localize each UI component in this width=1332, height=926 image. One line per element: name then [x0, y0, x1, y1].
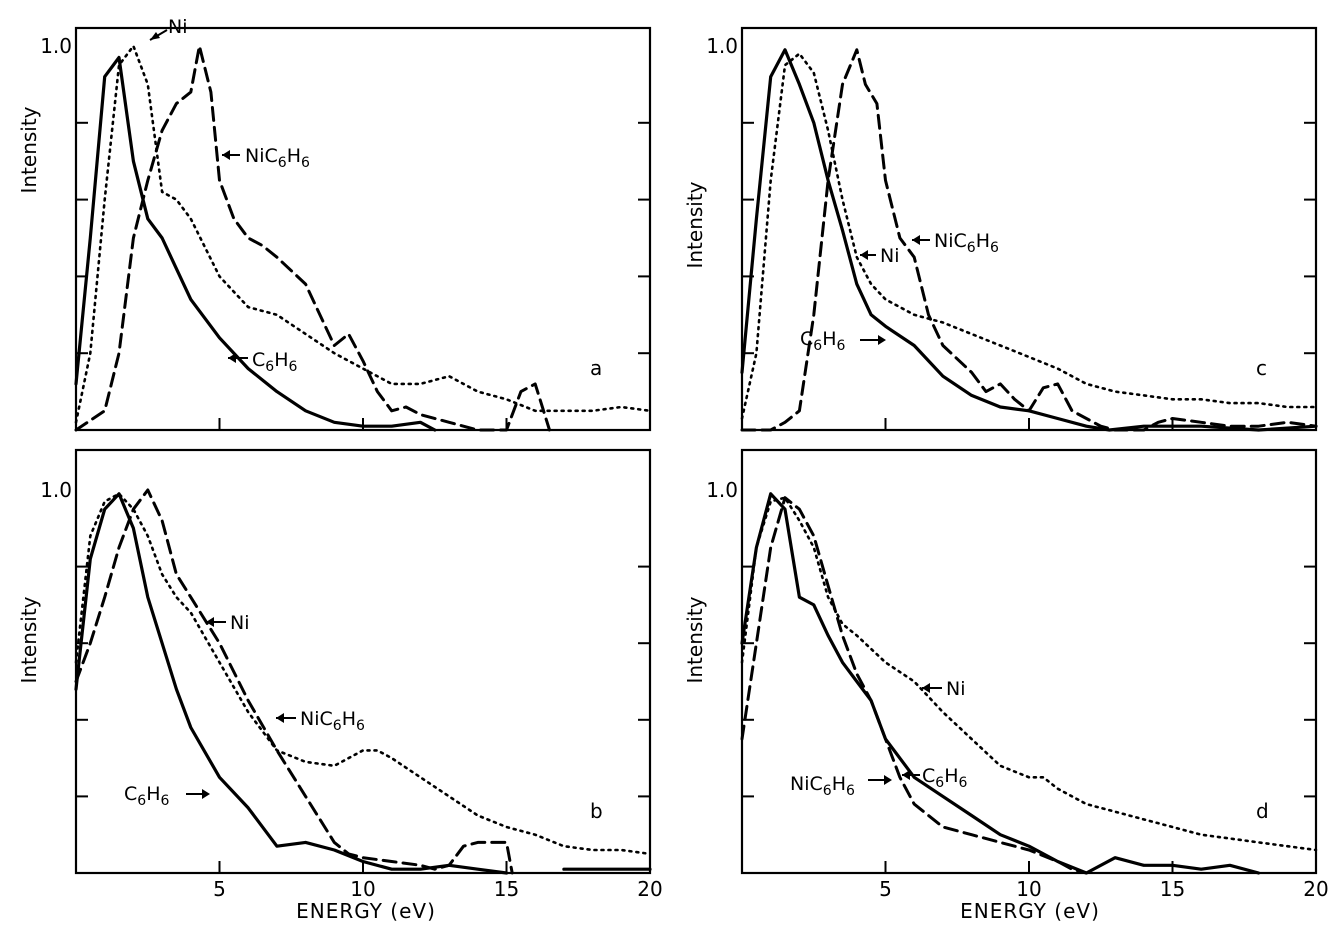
label-a-c6h6: C6H6	[252, 349, 298, 375]
series-line-d-ni	[740, 496, 1318, 852]
label-b-c6h6: C6H6	[124, 783, 170, 809]
x-tick-label-d-5: 5	[879, 877, 892, 901]
y-axis-label-top-left: Intensity	[17, 106, 41, 193]
annotation-d-nic6h6: NiC6H6	[790, 773, 892, 799]
panel-a: 1.0 a	[40, 26, 652, 432]
annotation-d-c6h6: C6H6	[902, 765, 968, 791]
annotation-a-c6h6: C6H6	[228, 349, 298, 375]
series-line-b-c6h6	[74, 492, 509, 875]
svg-text:Ni: Ni	[168, 16, 188, 38]
panel-c: 1.0 c	[706, 26, 1318, 432]
series-line-c-ni	[740, 52, 1318, 420]
x-tick-label-d-20: 20	[1303, 877, 1328, 901]
label-d-nic6h6: NiC6H6	[790, 773, 855, 799]
annotation-b-nic6h6: NiC6H6	[276, 708, 365, 734]
panel-b: 5 10 15 20 1.0 b	[40, 448, 663, 901]
x-tick-label-b-15: 15	[494, 877, 519, 901]
svg-text:Ni: Ni	[946, 678, 966, 700]
x-axis-label-right: ENERGY (eV)	[960, 899, 1100, 923]
annotation-c-ni: Ni	[860, 245, 900, 267]
x-axis-label-left: ENERGY (eV)	[296, 899, 436, 923]
series-line-a-ni	[74, 44, 652, 424]
label-c-c6h6: C6H6	[800, 328, 846, 354]
annotation-c-nic6h6: NiC6H6	[912, 230, 999, 256]
label-a-nic6h6: NiC6H6	[245, 145, 310, 171]
panel-label-b: b	[590, 799, 603, 823]
y-tick-label-c: 1.0	[706, 34, 738, 58]
annotation-b-ni: Ni	[206, 612, 250, 634]
x-tick-label-b-20: 20	[637, 877, 662, 901]
annotation-c-c6h6: C6H6	[800, 328, 886, 354]
annotation-b-c6h6: C6H6	[124, 783, 210, 809]
x-tick-label-d-10: 10	[1016, 877, 1041, 901]
series-line-b-nic6h6	[74, 488, 514, 875]
x-tick-label-b-5: 5	[213, 877, 226, 901]
series-line-c-nic6h6	[740, 48, 1318, 432]
y-tick-label-b: 1.0	[40, 478, 72, 502]
y-tick-label-a: 1.0	[40, 34, 72, 58]
svg-text:Ni: Ni	[230, 612, 250, 634]
svg-text:Ni: Ni	[880, 245, 900, 267]
series-line-a-nic6h6	[74, 44, 551, 432]
series-line-d-nic6h6	[740, 496, 1088, 875]
panel-label-d: d	[1256, 799, 1269, 823]
x-tick-label-d-15: 15	[1160, 877, 1185, 901]
label-b-nic6h6: NiC6H6	[300, 708, 365, 734]
y-tick-label-d: 1.0	[706, 478, 738, 502]
annotation-d-ni: Ni	[922, 678, 966, 700]
series-line-b-ni	[74, 492, 652, 856]
series-line-a-c6h6	[74, 55, 437, 432]
label-c-nic6h6: NiC6H6	[934, 230, 999, 256]
x-tick-label-b-10: 10	[350, 877, 375, 901]
panel-d: 5 10 15 20 1.0 d	[706, 448, 1329, 901]
annotation-a-nic6h6: NiC6H6	[222, 145, 310, 171]
y-axis-label-bottom-left: Intensity	[17, 596, 41, 683]
panel-label-c: c	[1256, 356, 1267, 380]
plot-frame-c	[740, 26, 1318, 432]
plot-frame-b	[74, 448, 652, 875]
series-line-d-c6h6	[740, 492, 1261, 875]
panel-label-a: a	[590, 356, 602, 380]
annotation-a-ni: Ni	[149, 16, 188, 41]
plot-frame-d	[740, 448, 1318, 875]
series-line-c-c6h6	[740, 48, 1318, 432]
y-axis-label-top-right: Intensity	[683, 181, 707, 268]
y-axis-label-bottom-right: Intensity	[683, 596, 707, 683]
